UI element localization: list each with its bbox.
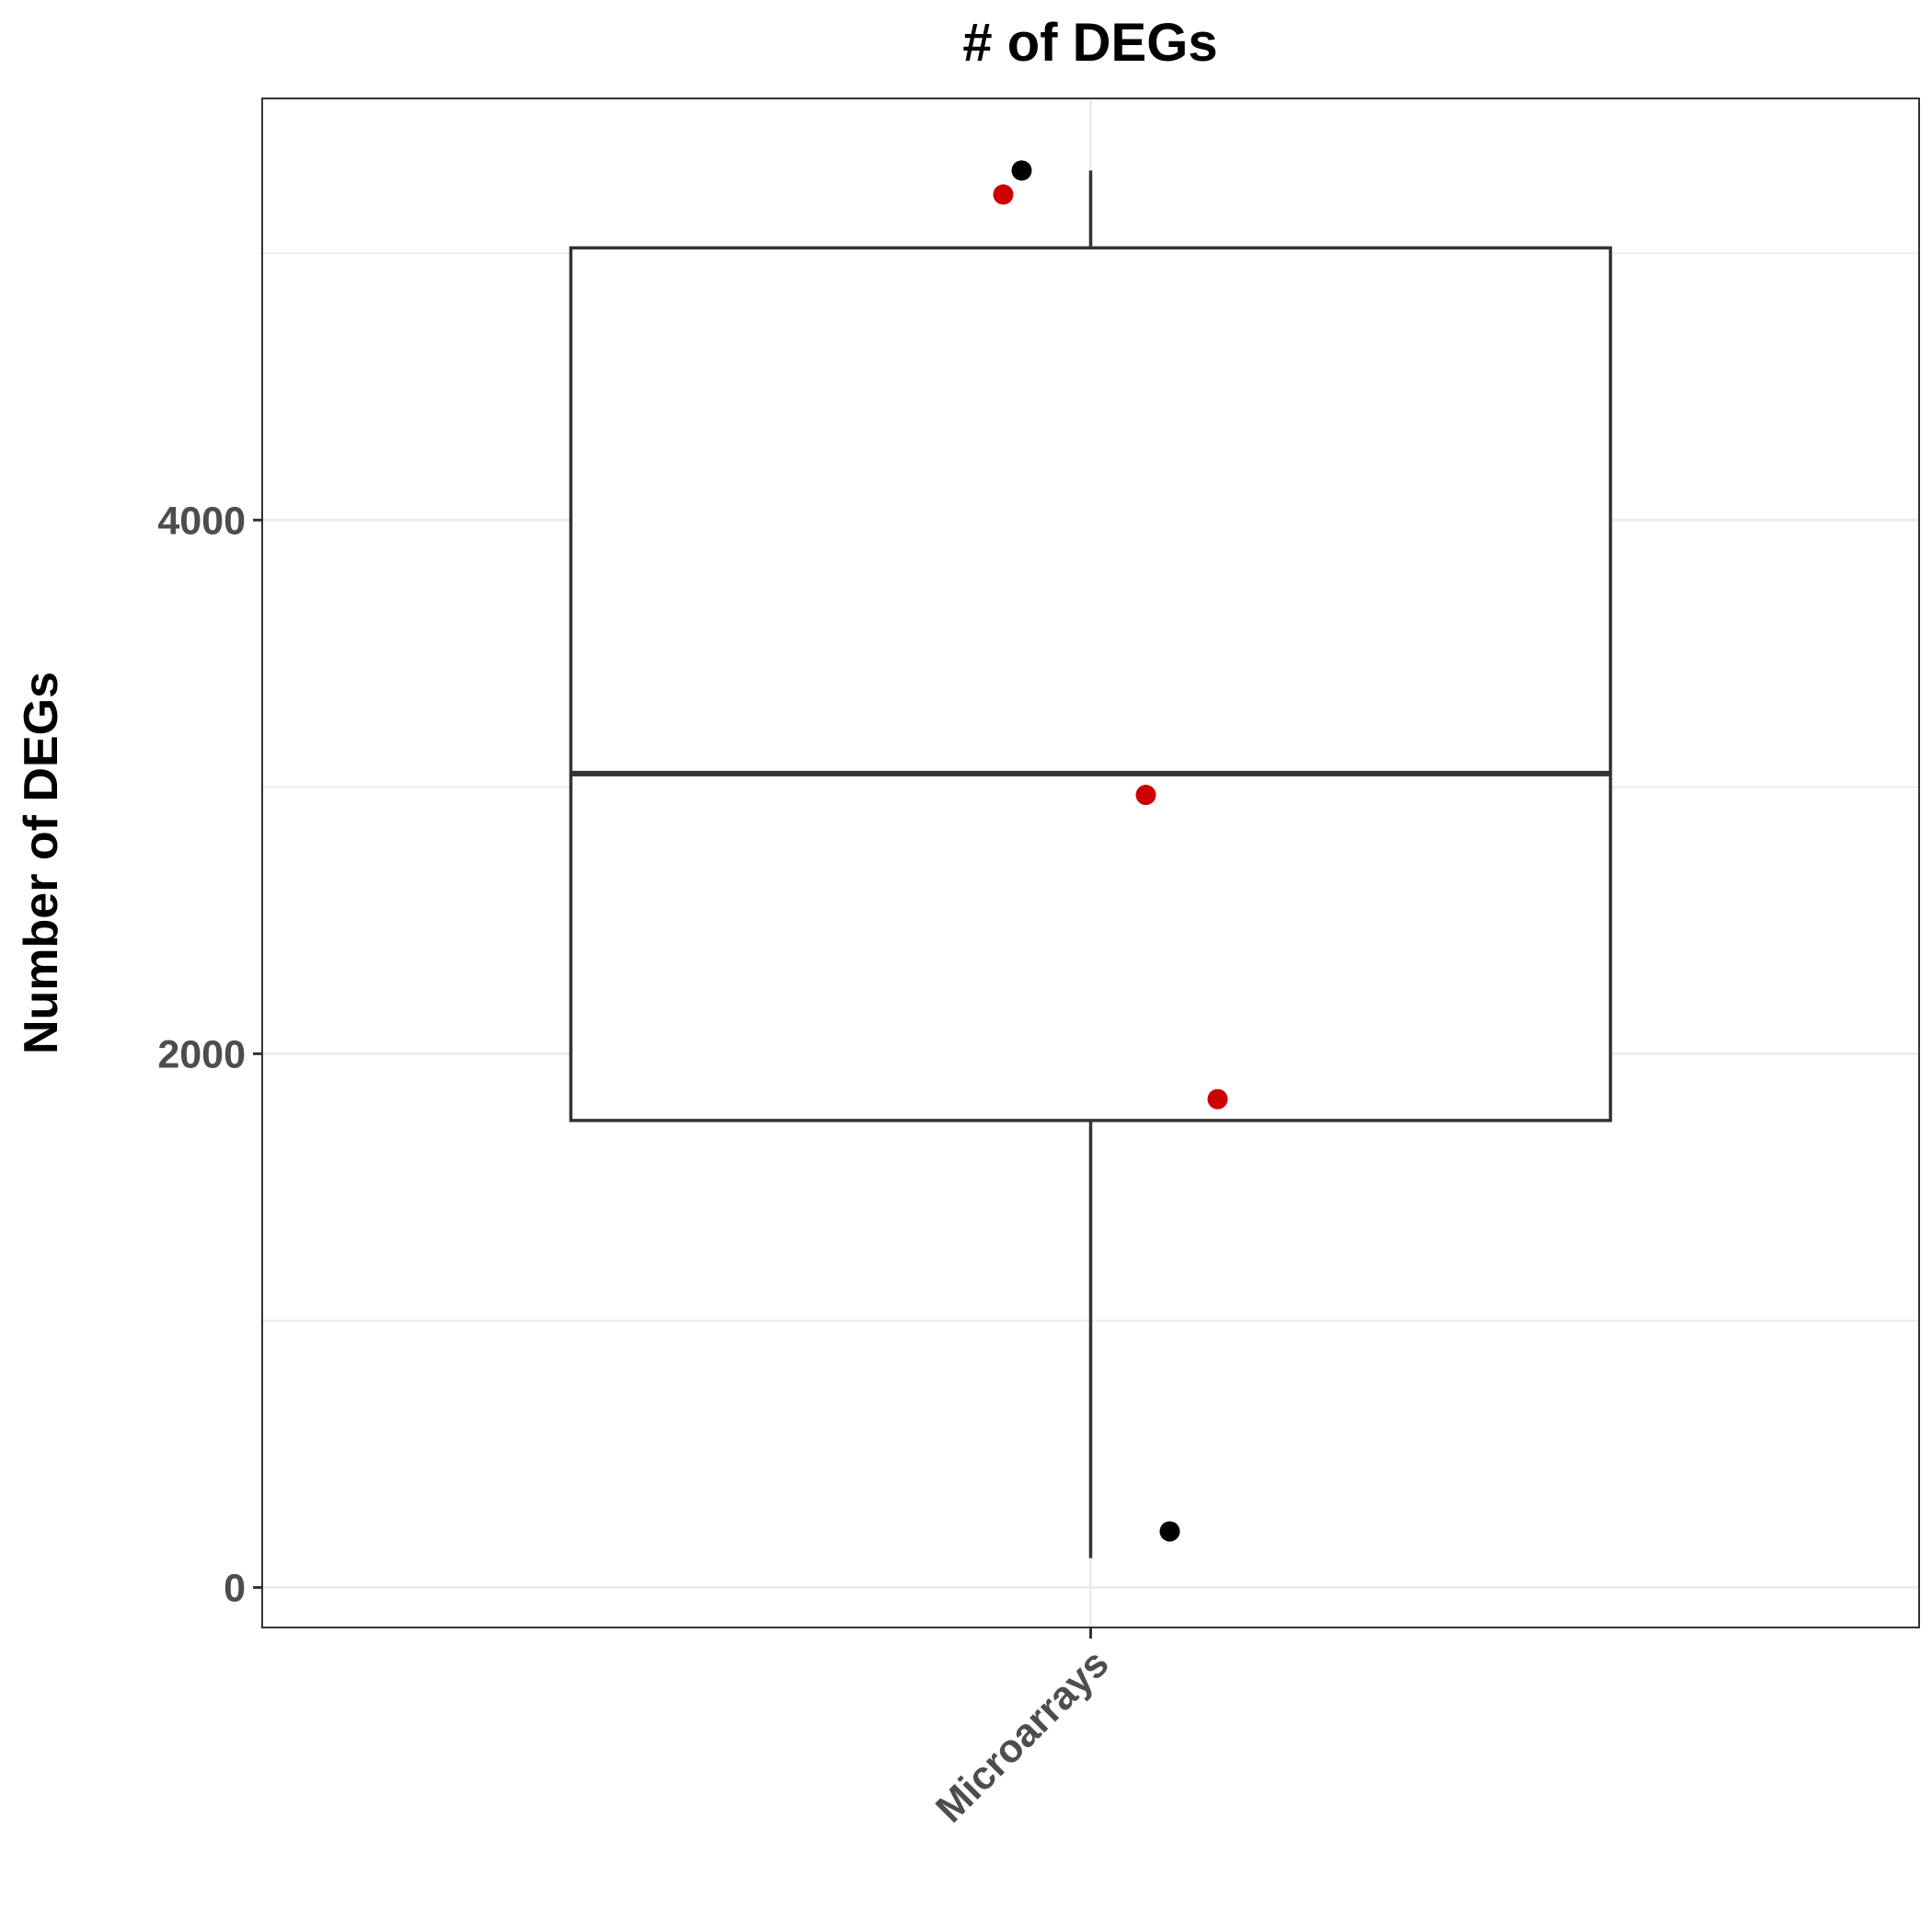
data-point — [1207, 1088, 1228, 1110]
data-point — [1135, 785, 1156, 806]
box-and-whiskers — [569, 170, 1613, 1558]
data-point — [1159, 1521, 1180, 1542]
y-axis: 0 2000 4000 — [157, 499, 262, 1610]
y-tick-label: 2000 — [157, 1032, 246, 1076]
y-tick-label: 4000 — [157, 499, 246, 543]
x-axis: Microarrays — [927, 1627, 1118, 1831]
chart-title: # of DEGs — [962, 13, 1217, 73]
x-tick-label: Microarrays — [927, 1641, 1117, 1831]
interquartile-box — [569, 246, 1613, 1122]
y-axis-title: Number of DEGs — [15, 672, 68, 1054]
data-points — [993, 160, 1228, 1542]
data-point — [1011, 160, 1032, 181]
data-point — [993, 184, 1014, 205]
y-tick-label: 0 — [224, 1566, 246, 1610]
